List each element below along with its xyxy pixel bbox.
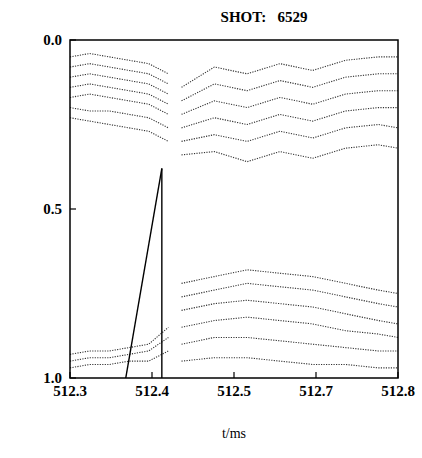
contour-line <box>70 351 168 368</box>
contour-line <box>70 94 168 114</box>
y-tick-label: 1.0 <box>43 370 62 386</box>
x-tick <box>69 372 70 378</box>
y-tick-label: 0.5 <box>43 201 62 217</box>
chart: SHOT: 6529512.3512.4512.5512.7512.80.00.… <box>0 0 422 458</box>
x-tick <box>233 372 234 378</box>
y-tick <box>70 208 76 209</box>
contours <box>70 54 398 378</box>
contour-line <box>70 84 168 104</box>
contour-line <box>70 54 168 74</box>
contour-line <box>70 64 168 84</box>
contour-line <box>182 358 398 368</box>
contour-line <box>182 145 398 162</box>
x-tick <box>151 372 152 378</box>
contour-line <box>70 74 168 94</box>
y-tick-label: 0.0 <box>43 32 62 48</box>
marker-line <box>161 168 162 378</box>
x-axis-title: t/ms <box>222 426 246 441</box>
marker-line <box>126 168 162 378</box>
contour-line <box>70 108 168 128</box>
contour-line <box>182 91 398 115</box>
contour-line <box>70 327 168 354</box>
contour-line <box>182 337 398 351</box>
x-tick-label: 512.4 <box>135 383 169 399</box>
x-tick-label: 512.8 <box>381 383 415 399</box>
x-tick-label: 512.7 <box>299 383 333 399</box>
contour-line <box>70 118 168 142</box>
contour-line <box>182 108 398 128</box>
x-tick <box>315 372 316 378</box>
title: SHOT: 6529 <box>221 9 308 25</box>
contour-line <box>182 57 398 87</box>
frame <box>70 40 398 378</box>
contour-line <box>70 337 168 361</box>
contour-line <box>182 125 398 142</box>
y-tick <box>70 39 76 40</box>
x-tick-label: 512.5 <box>217 383 251 399</box>
contour-line <box>182 317 398 337</box>
contour-line <box>182 74 398 101</box>
y-tick <box>70 377 76 378</box>
x-tick <box>397 372 398 378</box>
